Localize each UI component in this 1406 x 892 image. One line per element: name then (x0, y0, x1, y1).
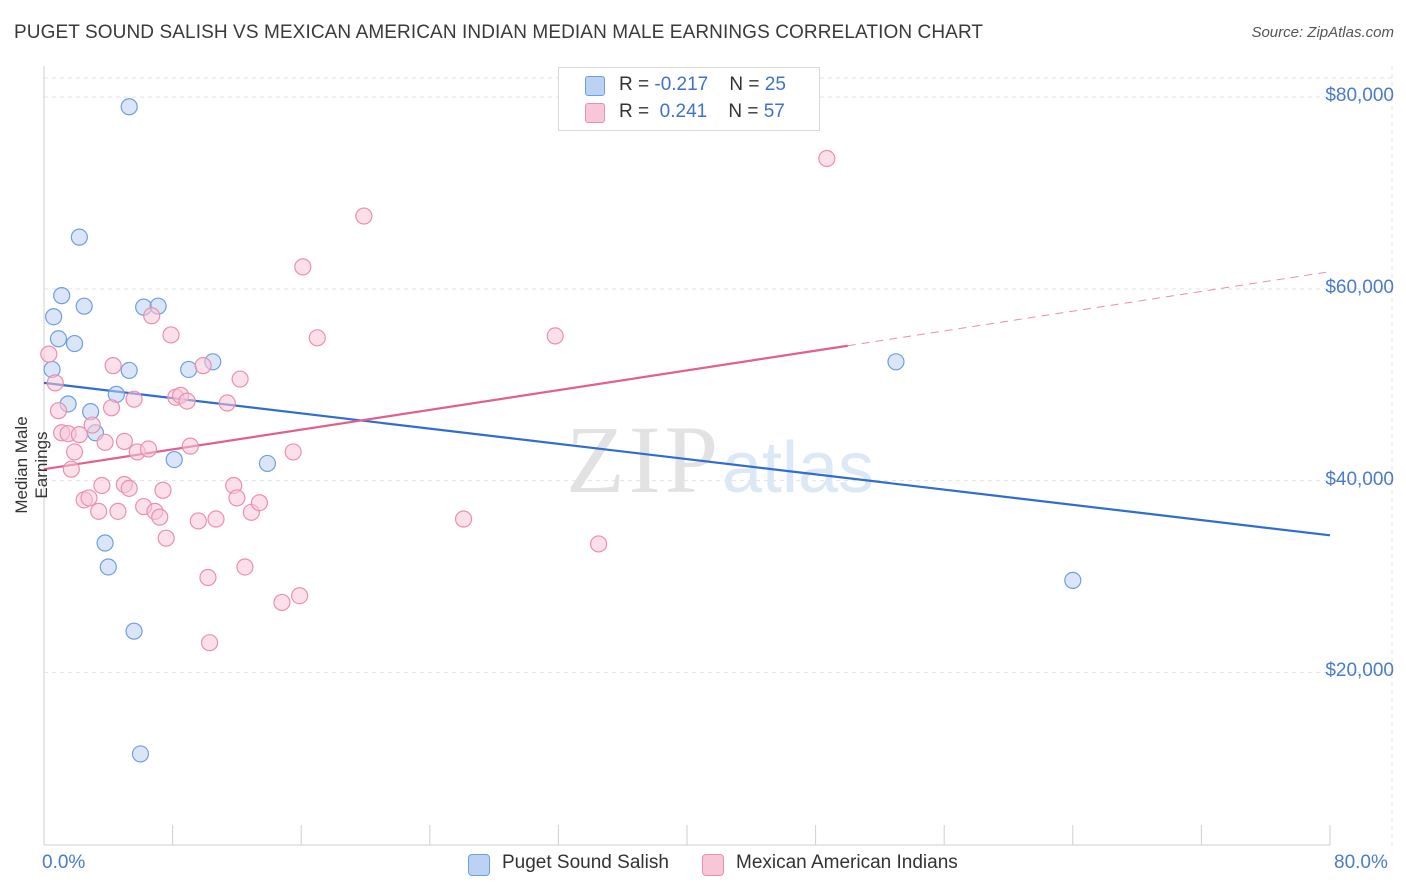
point-mexican (151, 508, 169, 526)
point-mexican (273, 593, 291, 612)
point-mexican (818, 149, 836, 168)
point-mexican (49, 402, 68, 420)
series-legend-salish: Puget Sound Salish (468, 852, 688, 878)
y-tick-label: $60,000 (1325, 276, 1394, 298)
watermark: ZIPatlas (566, 406, 874, 513)
legend-r-value: -0.217 (654, 74, 709, 95)
x-tick-label-max: 80.0% (1334, 852, 1388, 873)
point-salish (70, 228, 88, 246)
point-salish (120, 361, 138, 380)
watermark-text: ZIPatlas (566, 406, 874, 513)
point-mexican (46, 374, 64, 392)
point-mexican (162, 326, 180, 344)
point-mexican (218, 394, 236, 412)
point-salish (165, 450, 183, 469)
legend-n-label: N = (729, 74, 765, 95)
point-mexican (96, 433, 114, 451)
point-mexican (194, 357, 212, 375)
point-salish (75, 297, 93, 315)
point-salish (1064, 571, 1082, 589)
point-mexican (454, 510, 473, 528)
chart-source: Source: ZipAtlas.com (1251, 24, 1394, 41)
point-mexican (294, 258, 312, 276)
point-salish (120, 98, 138, 116)
point-salish (180, 360, 198, 379)
scatter-points (40, 98, 1082, 763)
point-mexican (290, 587, 309, 605)
point-mexican (189, 512, 207, 530)
point-mexican (143, 307, 161, 325)
y-tick-label: $20,000 (1325, 660, 1394, 682)
legend-row-salish: R = -0.217 N = 25 (585, 74, 786, 98)
legend-n-label: N = (728, 101, 764, 122)
point-salish (96, 534, 114, 552)
point-mexican (120, 479, 138, 497)
point-mexican (139, 440, 158, 458)
point-mexican (284, 443, 302, 461)
trend-salish (43, 381, 1331, 537)
point-mexican (355, 207, 373, 225)
point-mexican (157, 529, 175, 547)
point-mexican (40, 345, 58, 363)
point-salish (53, 287, 71, 305)
x-tick-label-min: 0.0% (42, 852, 86, 873)
point-salish (45, 308, 63, 326)
point-mexican (207, 510, 225, 528)
point-mexican (231, 370, 249, 388)
legend-swatch-mexican (585, 103, 605, 123)
point-mexican (65, 443, 84, 461)
y-axis-label: Median Male Earnings (12, 416, 51, 514)
point-mexican (236, 558, 254, 576)
trend-lines (43, 271, 1331, 537)
series-legend-mexican: Mexican American Indians (702, 852, 1002, 878)
point-mexican (154, 481, 172, 499)
legend-r-value: 0.241 (654, 101, 708, 122)
chart-title: PUGET SOUND SALISH VS MEXICAN AMERICAN I… (14, 22, 984, 43)
point-mexican (589, 535, 608, 553)
point-mexican (178, 392, 196, 410)
point-salish (258, 454, 277, 473)
series-label-mexican: Mexican American Indians (736, 852, 958, 873)
legend-swatch-salish (585, 76, 605, 96)
point-mexican (102, 399, 121, 417)
point-salish (887, 353, 905, 371)
legend-row-mexican: R = 0.241 N = 57 (585, 101, 785, 125)
point-mexican (83, 416, 101, 434)
point-salish (125, 622, 143, 640)
y-tick-label: $40,000 (1325, 468, 1394, 490)
point-mexican (80, 489, 98, 507)
point-mexican (200, 634, 219, 652)
point-mexican (250, 494, 269, 512)
point-mexican (90, 502, 108, 520)
series-swatch-mexican (702, 854, 724, 876)
axes (43, 66, 1331, 846)
series-label-salish: Puget Sound Salish (502, 852, 669, 873)
point-mexican (93, 476, 111, 495)
point-salish (99, 558, 117, 576)
point-salish (49, 330, 68, 348)
point-mexican (546, 327, 564, 345)
point-mexican (125, 390, 143, 408)
point-mexican (181, 437, 199, 455)
legend-r-label: R = (619, 101, 655, 122)
point-salish (131, 745, 150, 763)
point-mexican (228, 489, 246, 507)
point-mexican (115, 432, 133, 450)
series-swatch-salish (468, 854, 490, 876)
legend-n-value: 25 (764, 74, 786, 95)
point-mexican (70, 426, 88, 444)
point-mexican (109, 502, 127, 520)
legend-r-label: R = (619, 74, 655, 95)
point-salish (65, 334, 84, 353)
point-mexican (199, 568, 217, 587)
legend-n-value: 57 (763, 101, 785, 122)
correlation-legend: R = -0.217 N = 25 R = 0.241 N = 57 (558, 67, 820, 131)
point-mexican (308, 329, 326, 347)
trend-mexican (43, 344, 848, 471)
point-mexican (104, 357, 122, 375)
y-tick-label: $80,000 (1325, 85, 1394, 107)
point-mexican (62, 460, 80, 478)
trend-mexican-extension (847, 271, 1331, 347)
